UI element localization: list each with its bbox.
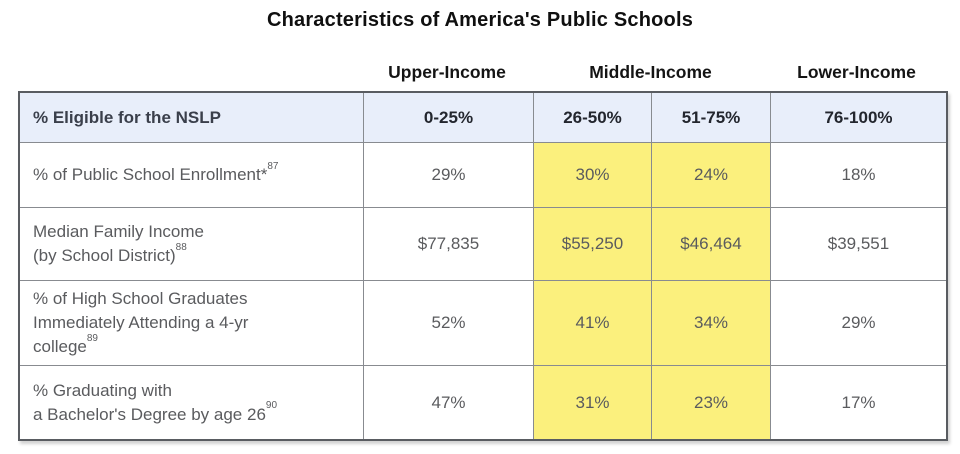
group-header-lower-income: Lower-Income — [797, 62, 916, 82]
table-row-median-income: Median Family Income (by School District)… — [20, 208, 946, 281]
row-label-text: a Bachelor's Degree by age 26 — [33, 404, 266, 424]
cell-value: 18% — [771, 143, 946, 208]
table-row-bachelors-degree: % Graduating with a Bachelor's Degree by … — [20, 366, 946, 439]
cell-value-highlighted: 31% — [534, 366, 652, 439]
cell-value-highlighted: 30% — [534, 143, 652, 208]
group-header-upper-income: Upper-Income — [388, 62, 506, 82]
row-label-text: Immediately Attending a 4-yr — [33, 313, 249, 333]
characteristics-table: % Eligible for the NSLP 0-25% 26-50% 51-… — [18, 91, 948, 441]
row-label: % Graduating with a Bachelor's Degree by … — [20, 366, 364, 439]
cell-value: 29% — [364, 143, 534, 208]
row-label: % of Public School Enrollment*87 — [20, 143, 364, 208]
header-cell-26-50: 26-50% — [534, 93, 652, 143]
page: Characteristics of America's Public Scho… — [0, 9, 960, 454]
row-label-text: (by School District) — [33, 246, 176, 265]
table-row-hs-graduates: % of High School Graduates Immediately At… — [20, 281, 946, 366]
cell-value-highlighted: $55,250 — [534, 208, 652, 281]
footnote-superscript: 89 — [86, 332, 98, 344]
row-label-text: % Graduating with — [33, 380, 172, 400]
footnote-superscript: 87 — [267, 160, 279, 172]
row-label-text: % of Public School Enrollment* — [33, 165, 268, 185]
cell-value: $39,551 — [771, 208, 946, 281]
table-header-row: % Eligible for the NSLP 0-25% 26-50% 51-… — [20, 93, 946, 143]
footnote-superscript: 88 — [175, 241, 187, 253]
cell-value: 17% — [841, 392, 876, 412]
cell-value: 29% — [771, 281, 946, 366]
row-label-text: Median Family Income — [33, 222, 205, 242]
header-row-label: % Eligible for the NSLP — [20, 93, 364, 143]
cell-value: $77,835 — [364, 208, 534, 281]
cell-value-highlighted: 34% — [652, 281, 771, 366]
page-title: Characteristics of America's Public Scho… — [266, 9, 694, 31]
table-row-enrollment: % of Public School Enrollment*87 29% 30%… — [20, 143, 946, 208]
row-label: % of High School Graduates Immediately At… — [20, 281, 364, 366]
row-label: Median Family Income (by School District)… — [20, 208, 364, 281]
group-header-middle-income: Middle-Income — [589, 62, 712, 82]
row-label-text: % of High School Graduates — [33, 289, 248, 309]
cell-value-highlighted: 24% — [652, 143, 771, 208]
footnote-superscript: 90 — [265, 400, 278, 412]
cell-value-highlighted: 41% — [534, 281, 652, 366]
cell-value: 47% — [364, 366, 534, 439]
cell-value-highlighted: 23% — [652, 366, 771, 439]
row-label-text: college — [33, 336, 87, 356]
header-cell-76-100: 76-100% — [771, 93, 946, 143]
group-header-spacer — [18, 62, 362, 83]
header-cell-0-25: 0-25% — [364, 93, 534, 143]
income-group-headers: Upper-Income Middle-Income Lower-Income — [18, 62, 944, 83]
cell-value: 52% — [364, 281, 534, 366]
cell-value-highlighted: $46,464 — [652, 208, 771, 281]
header-cell-51-75: 51-75% — [652, 93, 771, 143]
